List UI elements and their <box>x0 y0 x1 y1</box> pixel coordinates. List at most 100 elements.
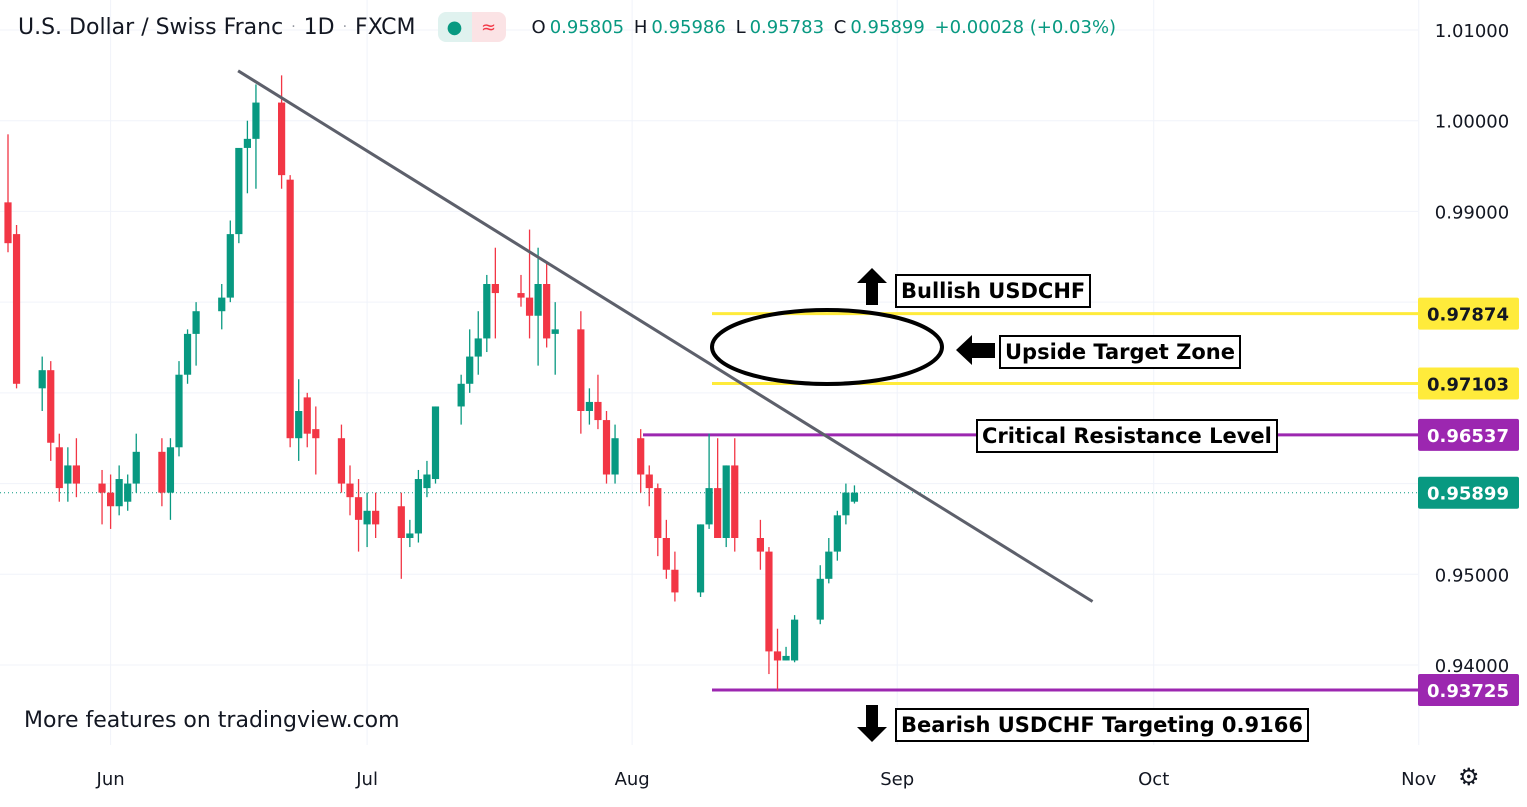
candle <box>585 388 593 425</box>
candle <box>397 492 405 579</box>
candle <box>286 175 294 448</box>
candle-body <box>278 102 286 176</box>
candle <box>431 406 440 484</box>
candle <box>38 356 46 411</box>
candle-body <box>825 551 833 579</box>
candle-body <box>303 397 311 434</box>
candle-body <box>654 488 662 538</box>
interval-label[interactable]: 1D <box>303 14 335 40</box>
candle <box>372 492 380 538</box>
y-tick-label: 0.94000 <box>1435 656 1509 677</box>
candle-body <box>816 578 824 620</box>
bearish-arrow-icon <box>857 705 887 742</box>
price-label-support: 0.93725 <box>1418 673 1519 706</box>
candle-body <box>842 492 850 516</box>
candle-body <box>55 447 63 489</box>
low-value: 0.95783 <box>749 16 825 38</box>
candle-body <box>731 465 739 538</box>
candle <box>252 84 260 189</box>
price-label-resistance: 0.96537 <box>1418 418 1519 451</box>
y-tick-label: 1.00000 <box>1435 112 1509 133</box>
candle-body <box>4 202 12 244</box>
x-tick-label: Jun <box>96 769 125 790</box>
candle-body <box>414 479 422 534</box>
price-label-text: 0.97874 <box>1427 305 1509 326</box>
price-label-bg <box>1418 418 1519 451</box>
time-axis[interactable]: Jun Jul Aug Sep Oct Nov <box>96 769 1437 790</box>
wave-icon[interactable]: ≈ <box>471 12 506 42</box>
target-zone-ellipse <box>710 308 944 386</box>
price-label-text: 0.93725 <box>1427 681 1509 702</box>
candle-body <box>765 551 773 652</box>
candle <box>278 75 286 189</box>
candle-body <box>166 447 175 493</box>
candle <box>457 374 465 425</box>
candle-body <box>12 234 21 384</box>
candle-body <box>602 420 611 475</box>
candle-body <box>543 284 551 339</box>
tradingview-watermark[interactable]: More features on tradingview.com <box>24 708 400 733</box>
candle-body <box>192 311 200 334</box>
candle <box>551 302 559 375</box>
ohlc-values: O 0.95805 H 0.95986 L 0.95783 C 0.95899 +0.0… <box>532 17 1121 38</box>
candle-body <box>696 524 705 593</box>
candle-body <box>833 515 841 552</box>
candle <box>192 302 200 366</box>
candle <box>791 615 799 663</box>
price-labels: 0.97874 0.97103 0.96537 0.95899 0.93725 <box>1418 297 1519 706</box>
dot-icon[interactable]: ● <box>437 12 472 42</box>
candle-body <box>98 483 106 493</box>
low-label: L <box>735 16 746 38</box>
candle <box>525 229 534 339</box>
candle-body <box>705 488 713 525</box>
candle <box>183 329 192 384</box>
candle <box>756 519 764 570</box>
candle <box>517 274 525 307</box>
candle-body <box>722 465 730 538</box>
candle <box>235 147 243 244</box>
candle <box>474 311 482 375</box>
candle <box>107 474 115 529</box>
gear-icon[interactable]: ⚙ <box>1458 764 1480 791</box>
candle-body <box>243 138 251 148</box>
candle-body <box>175 374 183 448</box>
resistance-annotation[interactable]: Critical Resistance Level <box>976 419 1278 453</box>
candle <box>337 424 346 493</box>
candle <box>483 274 491 353</box>
target-zone-annotation[interactable]: Upside Target Zone <box>999 335 1241 369</box>
close-label: C <box>833 16 847 38</box>
candle-body <box>534 284 542 316</box>
candle-body <box>226 234 234 298</box>
y-tick-label: 0.99000 <box>1435 202 1509 223</box>
symbol-title[interactable]: U.S. Dollar / Swiss Franc <box>18 14 284 40</box>
candle <box>705 433 713 529</box>
candle <box>115 465 123 516</box>
price-axis[interactable]: 0.94000 0.95000 0.99000 1.00000 1.01000 <box>1435 21 1509 677</box>
candle <box>816 565 824 625</box>
candle <box>406 519 414 548</box>
bearish-annotation[interactable]: Bearish USDCHF Targeting 0.9166 <box>895 708 1309 742</box>
trendline[interactable] <box>237 69 1094 603</box>
price-label-zone: 0.97103 <box>1418 367 1519 400</box>
candle-body <box>47 370 55 443</box>
candle-body <box>491 284 499 294</box>
candle <box>166 438 175 520</box>
left-arrow-icon <box>956 335 995 365</box>
candle-body <box>252 102 260 139</box>
candle-body <box>38 370 46 389</box>
candle-body <box>406 533 414 538</box>
candle <box>696 524 705 597</box>
candle <box>64 447 72 502</box>
candle-body <box>474 338 482 357</box>
candle-body <box>466 356 474 384</box>
candle-body <box>354 497 363 520</box>
candle <box>158 438 166 507</box>
candle <box>423 460 431 498</box>
candle <box>842 483 850 525</box>
candle-body <box>124 483 132 502</box>
price-label-bg <box>1418 367 1519 400</box>
bullish-annotation[interactable]: Bullish USDCHF <box>895 274 1092 308</box>
bullish-arrow-icon <box>857 268 887 305</box>
x-tick-label: Jul <box>355 769 378 790</box>
